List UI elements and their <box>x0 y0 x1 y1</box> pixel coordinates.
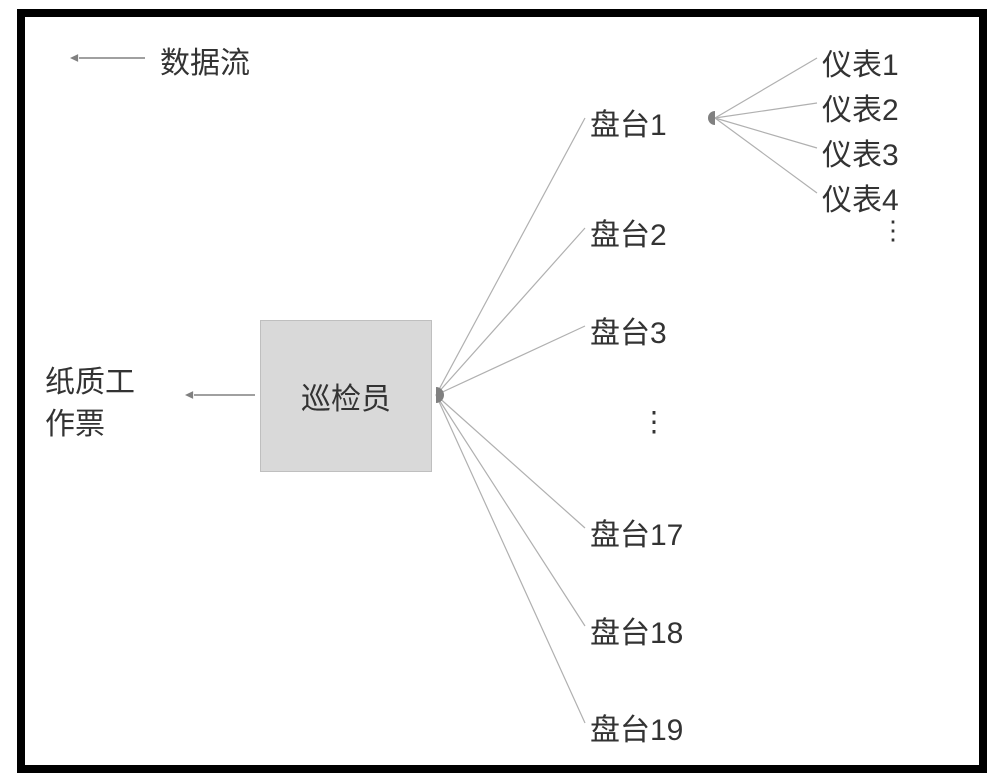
output-node-label: 纸质工作票 <box>45 362 135 446</box>
meter-label: 仪表1 <box>822 40 899 84</box>
panel-label: 盘台17 <box>590 510 683 554</box>
panel-label: 盘台18 <box>590 608 683 652</box>
meter-label: 仪表4 <box>822 175 899 219</box>
inspector-label: 巡检员 <box>301 374 391 418</box>
meter-label: 仪表3 <box>822 130 899 174</box>
panel-label: 盘台19 <box>590 705 683 749</box>
legend-label: 数据流 <box>160 38 250 82</box>
panel-label: 盘台3 <box>590 308 667 352</box>
panel-label: 盘台1 <box>590 100 667 144</box>
inspector-box: 巡检员 <box>260 320 432 472</box>
output-line1: 纸质工 <box>45 362 135 404</box>
meter-ellipsis: ⋮ <box>880 215 906 246</box>
output-line2: 作票 <box>45 404 135 446</box>
panel-label: 盘台2 <box>590 210 667 254</box>
meter-label: 仪表2 <box>822 85 899 129</box>
panel-ellipsis: ⋮ <box>640 405 668 438</box>
